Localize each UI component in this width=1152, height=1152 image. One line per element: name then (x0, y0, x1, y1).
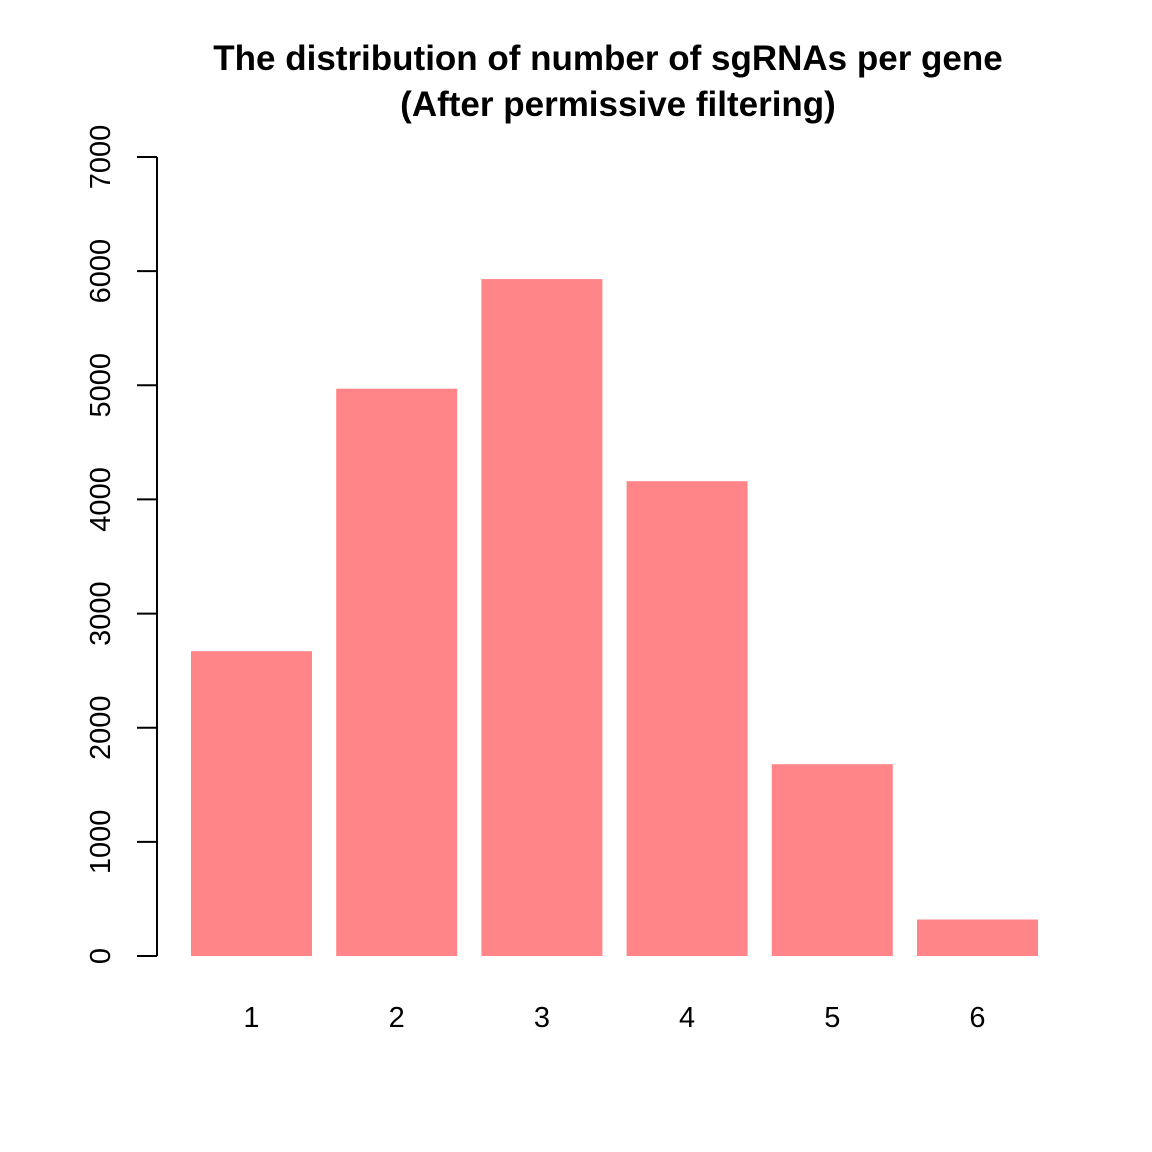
bar-5 (771, 764, 893, 956)
chart-title: The distribution of number of sgRNAs per… (213, 39, 1002, 124)
y-tick-label: 1000 (85, 810, 117, 875)
x-tick-label: 5 (824, 1002, 840, 1034)
bar-6 (917, 919, 1038, 956)
y-tick-label: 3000 (85, 581, 117, 646)
x-tick-label: 4 (679, 1002, 695, 1034)
chart-title-line-2: (After permissive filtering) (400, 85, 836, 124)
bars (191, 279, 1038, 957)
y-tick-label: 7000 (85, 125, 117, 190)
chart-title-line-1: The distribution of number of sgRNAs per… (213, 39, 1002, 78)
x-tick-label: 1 (243, 1002, 259, 1034)
bar-4 (626, 481, 748, 956)
x-tick-label: 2 (389, 1002, 405, 1034)
y-tick-label: 4000 (85, 467, 117, 532)
x-tick-label: 3 (534, 1002, 550, 1034)
bar-2 (336, 388, 458, 956)
y-tick-label: 6000 (85, 239, 117, 304)
y-axis: 0 1000 2000 3000 4000 5000 6000 7000 (85, 125, 158, 964)
y-tick-label: 0 (85, 948, 117, 964)
y-tick-label: 2000 (85, 695, 117, 760)
y-tick-label: 5000 (85, 353, 117, 418)
bar-1 (191, 651, 312, 956)
x-axis-labels: 1 2 3 4 5 6 (243, 1002, 985, 1034)
bar-3 (481, 279, 603, 957)
x-tick-label: 6 (969, 1002, 985, 1034)
